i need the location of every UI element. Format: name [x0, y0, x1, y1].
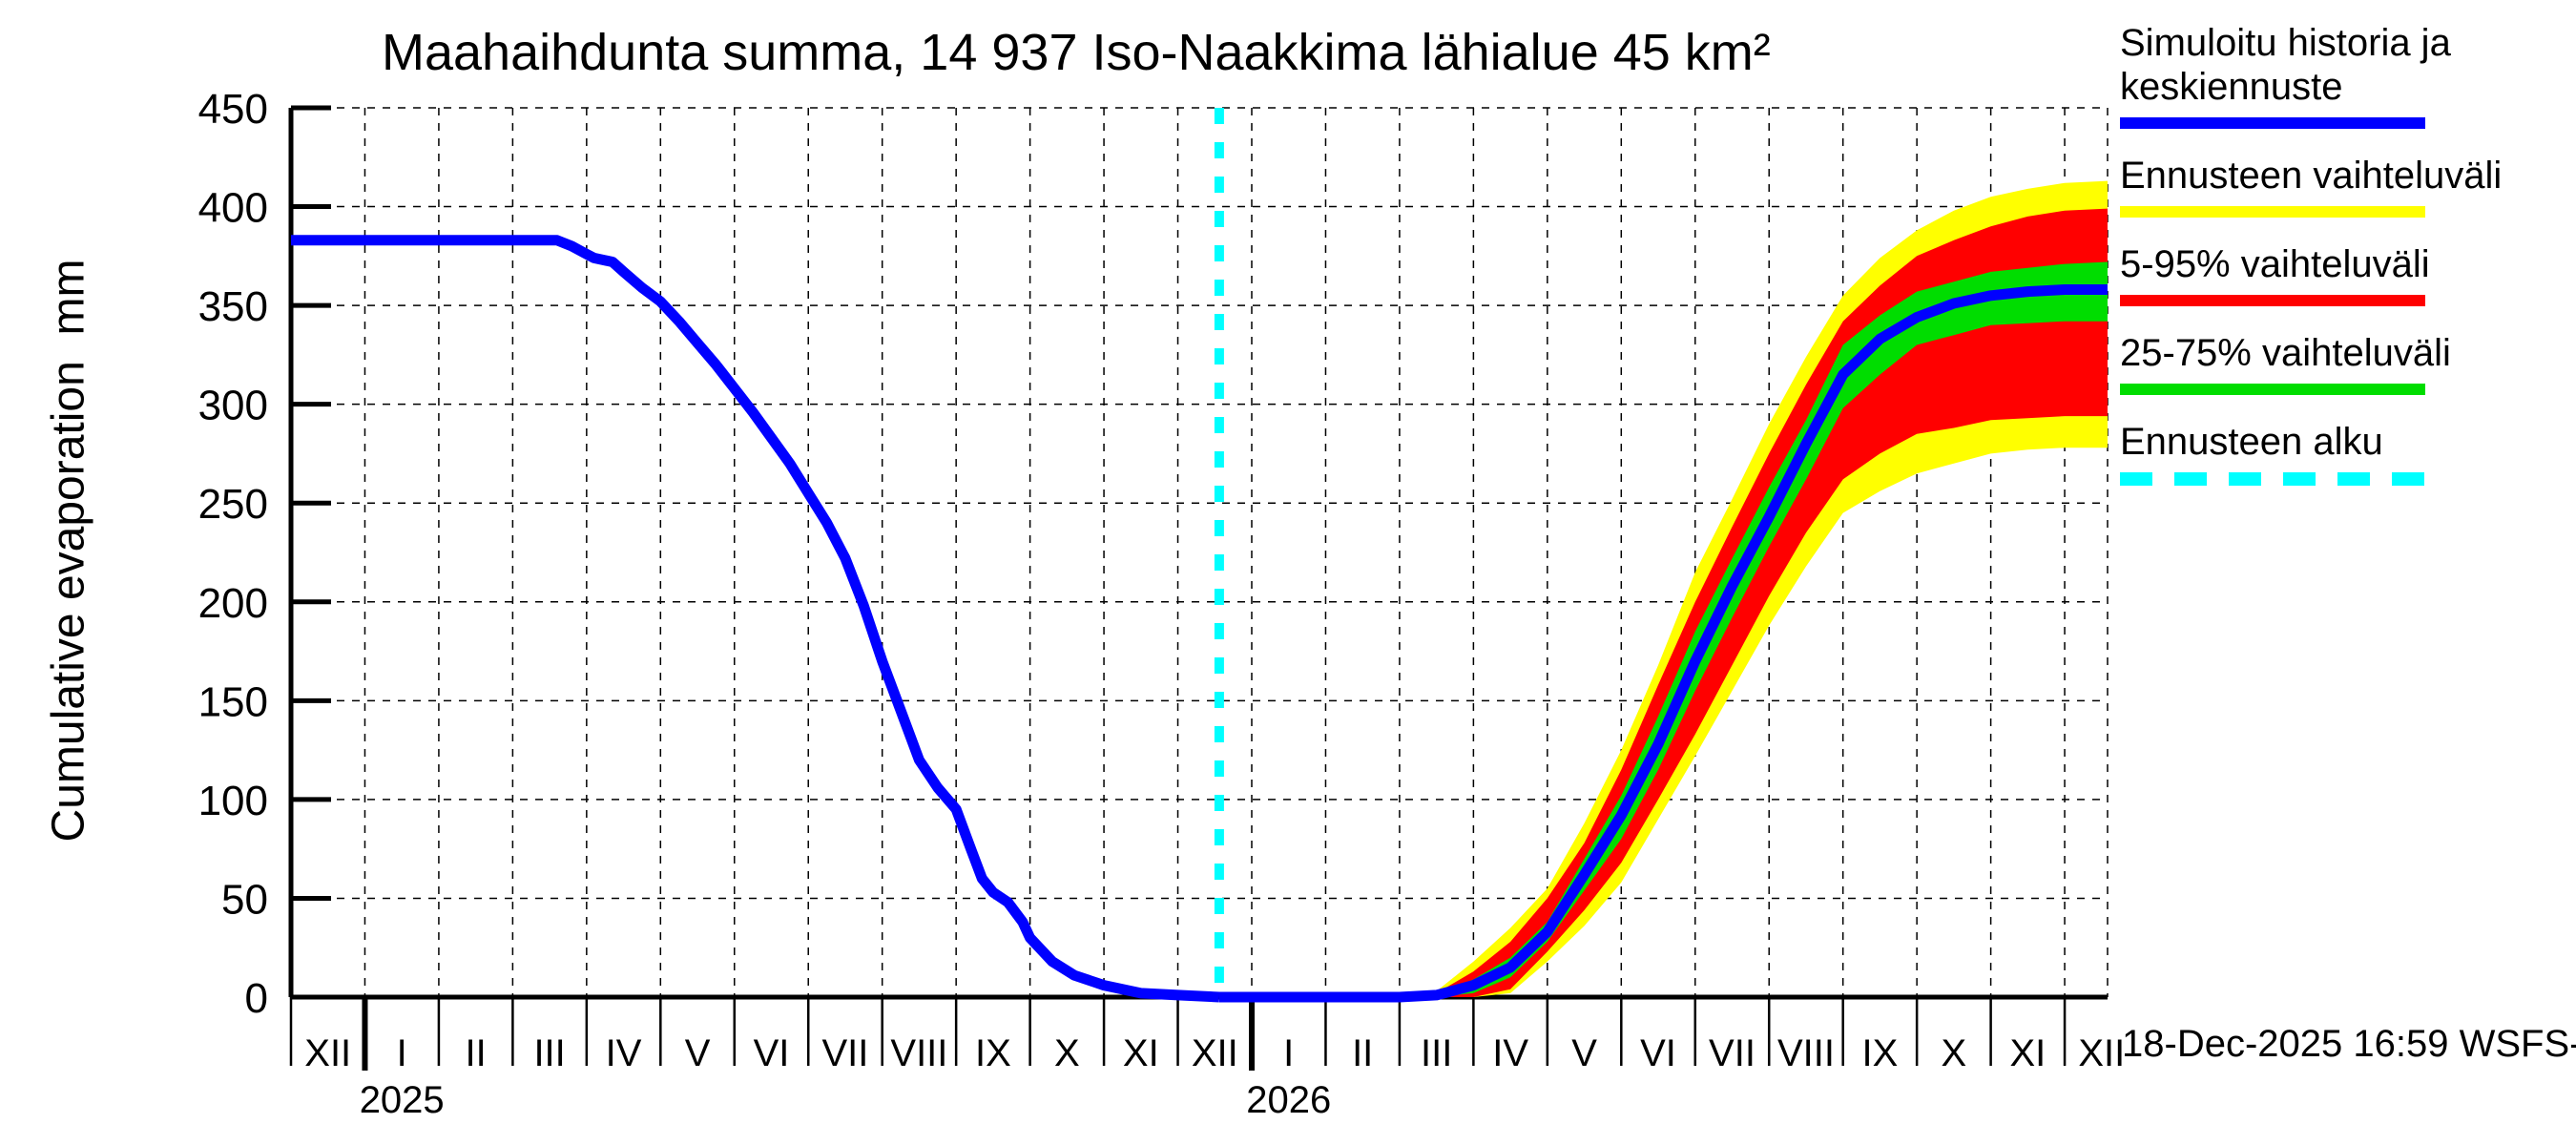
- legend-item-1: Simuloitu historia ja keskiennuste: [2120, 21, 2551, 129]
- y-tick-label: 400: [198, 185, 268, 232]
- y-tick-label: 50: [221, 876, 268, 923]
- y-tick-label: 200: [198, 580, 268, 627]
- month-label: XI: [2009, 1032, 2046, 1074]
- y-tick-label: 250: [198, 481, 268, 528]
- month-label: VI: [754, 1032, 790, 1074]
- y-tick-label: 0: [245, 975, 268, 1022]
- legend-label: Ennusteen vaihteluväli: [2120, 155, 2503, 197]
- month-label: V: [685, 1032, 711, 1074]
- month-label: III: [1421, 1032, 1452, 1074]
- month-label: X: [1054, 1032, 1080, 1074]
- month-label: V: [1571, 1032, 1597, 1074]
- history-line: [291, 235, 1220, 1003]
- y-tick-label: 100: [198, 778, 268, 824]
- legend-label: Ennusteen alku: [2120, 421, 2383, 463]
- y-tick-label: 300: [198, 383, 268, 429]
- month-label: IX: [975, 1032, 1011, 1074]
- month-label: XII: [304, 1032, 351, 1074]
- month-label: II: [466, 1032, 487, 1074]
- legend: Simuloitu historia ja keskiennuste Ennust…: [2120, 21, 2551, 510]
- month-label: VIII: [1777, 1032, 1835, 1074]
- legend-item-3: 5-95% vaihteluväli: [2120, 242, 2551, 306]
- month-label: IV: [1492, 1032, 1528, 1074]
- month-label: XII: [2078, 1032, 2125, 1074]
- month-label: IX: [1862, 1032, 1899, 1074]
- legend-item-4: 25-75% vaihteluväli: [2120, 331, 2551, 395]
- legend-swatch-solid: [2120, 117, 2425, 129]
- legend-item-2: Ennusteen vaihteluväli: [2120, 154, 2551, 218]
- legend-swatch-solid: [2120, 206, 2425, 218]
- month-label: VIII: [890, 1032, 947, 1074]
- legend-label: 25-75% vaihteluväli: [2120, 332, 2451, 374]
- month-label: III: [533, 1032, 565, 1074]
- month-label: II: [1352, 1032, 1373, 1074]
- month-label: VII: [1709, 1032, 1755, 1074]
- legend-item-5: Ennusteen alku: [2120, 420, 2551, 486]
- legend-label: 5-95% vaihteluväli: [2120, 243, 2430, 285]
- month-label: VII: [822, 1032, 869, 1074]
- y-tick-label: 150: [198, 678, 268, 725]
- forecast-median-line: [1218, 284, 2108, 1003]
- month-label: XI: [1123, 1032, 1159, 1074]
- legend-swatch-dashed: [2120, 472, 2425, 486]
- legend-swatch-solid: [2120, 384, 2425, 395]
- y-tick-label: 450: [198, 86, 268, 133]
- month-label: XII: [1192, 1032, 1238, 1074]
- year-label: 2026: [1246, 1079, 1331, 1121]
- month-label: I: [397, 1032, 407, 1074]
- month-label: I: [1283, 1032, 1294, 1074]
- month-label: X: [1942, 1032, 1967, 1074]
- legend-label: Simuloitu historia ja keskiennuste: [2120, 22, 2451, 108]
- legend-swatch-solid: [2120, 295, 2425, 306]
- band-5-95: [1399, 208, 2108, 998]
- y-tick-label: 350: [198, 283, 268, 330]
- month-label: VI: [1640, 1032, 1676, 1074]
- timestamp: 18-Dec-2025 16:59 WSFS-O: [2122, 1023, 2576, 1065]
- chart-title: Maahaihdunta summa, 14 937 Iso-Naakkima …: [382, 24, 1771, 81]
- year-label: 2025: [360, 1079, 445, 1121]
- month-label: IV: [606, 1032, 642, 1074]
